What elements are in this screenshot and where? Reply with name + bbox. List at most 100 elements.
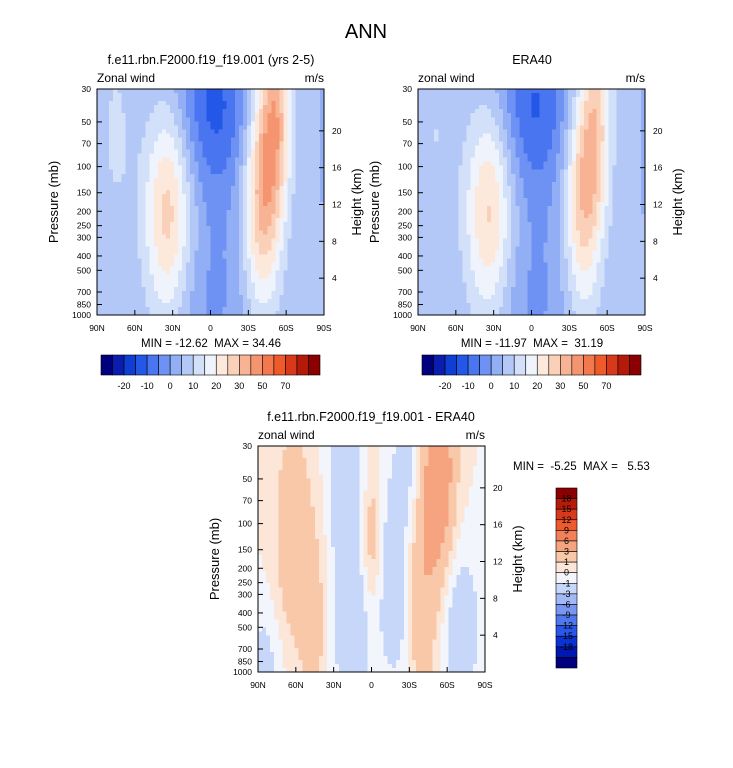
contour-cell xyxy=(153,161,159,167)
contour-cell xyxy=(214,185,219,191)
contour-cell xyxy=(194,193,199,199)
contour-cell xyxy=(279,165,284,171)
contour-cell xyxy=(527,157,532,163)
contour-cell xyxy=(547,97,553,102)
contour-cell xyxy=(182,210,187,215)
contour-cell xyxy=(105,262,110,267)
contour-cell xyxy=(153,222,159,227)
contour-cell xyxy=(462,173,468,179)
y-tick-label: 400 xyxy=(77,251,91,261)
contour-cell xyxy=(482,129,488,134)
contour-cell xyxy=(246,214,252,219)
contour-cell xyxy=(259,290,264,296)
contour-cell xyxy=(121,294,126,300)
contour-cell xyxy=(592,101,597,106)
contour-cell xyxy=(466,214,472,219)
contour-cell xyxy=(226,197,232,203)
contour-cell xyxy=(161,258,167,263)
contour-cell xyxy=(559,97,565,102)
contour-cell xyxy=(503,202,508,207)
contour-cell xyxy=(234,254,240,259)
contour-cell xyxy=(632,197,638,203)
contour-cell xyxy=(246,145,252,150)
contour-cell xyxy=(426,117,431,122)
contour-cell xyxy=(133,286,138,292)
contour-cell xyxy=(186,282,191,288)
contour-cell xyxy=(234,270,240,276)
contour-cell xyxy=(422,149,427,154)
contour-cell xyxy=(226,149,232,154)
contour-cell xyxy=(307,230,313,235)
contour-cell xyxy=(255,193,260,199)
contour-cell xyxy=(161,214,167,219)
contour-cell xyxy=(190,278,195,284)
contour-cell xyxy=(121,246,126,251)
contour-cell xyxy=(137,246,142,251)
contour-cell xyxy=(222,109,228,114)
contour-cell xyxy=(145,294,151,300)
contour-cell xyxy=(121,153,126,159)
contour-cell xyxy=(246,165,252,171)
contour-cell xyxy=(592,181,597,187)
contour-cell xyxy=(141,250,147,255)
contour-cell xyxy=(291,254,297,259)
contour-cell xyxy=(604,97,609,102)
contour-cell xyxy=(218,206,224,211)
contour-cell xyxy=(149,206,155,211)
contour-cell xyxy=(283,266,288,272)
contour-cell xyxy=(186,234,191,239)
contour-cell xyxy=(161,234,167,239)
contour-cell xyxy=(559,145,565,150)
contour-cell xyxy=(275,266,280,272)
contour-cell xyxy=(97,290,102,296)
contour-cell xyxy=(190,153,195,159)
contour-cell xyxy=(588,109,593,114)
contour-cell xyxy=(242,310,248,316)
contour-cell xyxy=(198,109,203,114)
contour-cell xyxy=(198,117,203,122)
contour-cell xyxy=(133,306,138,312)
contour-cell xyxy=(234,189,240,195)
contour-cell xyxy=(206,290,211,296)
contour-cell xyxy=(226,165,232,171)
contour-cell xyxy=(555,197,561,203)
contour-cell xyxy=(182,117,187,122)
contour-cell xyxy=(315,93,321,98)
contour-cell xyxy=(190,197,195,203)
contour-cell xyxy=(636,153,642,159)
contour-cell xyxy=(486,109,492,114)
contour-cell xyxy=(149,149,155,154)
contour-cell xyxy=(580,117,585,122)
contour-cell xyxy=(418,189,423,195)
contour-cell xyxy=(523,133,528,138)
contour-cell xyxy=(117,157,122,163)
contour-cell xyxy=(234,302,240,308)
contour-cell xyxy=(422,193,427,199)
contour-cell xyxy=(291,266,297,272)
contour-cell xyxy=(588,157,593,163)
y-tick-label: 100 xyxy=(77,162,91,172)
contour-cell xyxy=(462,185,468,191)
contour-cell xyxy=(234,250,240,255)
contour-cell xyxy=(303,202,309,207)
contour-cell xyxy=(458,129,463,134)
contour-cell xyxy=(230,189,236,195)
contour-cell xyxy=(287,302,292,308)
contour-cell xyxy=(299,302,305,308)
contour-cell xyxy=(198,238,203,243)
contour-cell xyxy=(584,89,589,94)
contour-cell xyxy=(198,218,203,223)
contour-cell xyxy=(474,189,480,195)
contour-cell xyxy=(157,214,163,219)
contour-cell xyxy=(182,302,187,308)
contour-cell xyxy=(133,206,138,211)
contour-cell xyxy=(511,109,516,114)
contour-cell xyxy=(242,89,248,94)
contour-cell xyxy=(97,105,102,110)
contour-cell xyxy=(624,173,630,179)
contour-cell xyxy=(161,97,167,102)
contour-cell xyxy=(178,189,183,195)
contour-cell xyxy=(474,97,480,102)
contour-cell xyxy=(113,250,118,255)
contour-cell xyxy=(279,133,284,138)
